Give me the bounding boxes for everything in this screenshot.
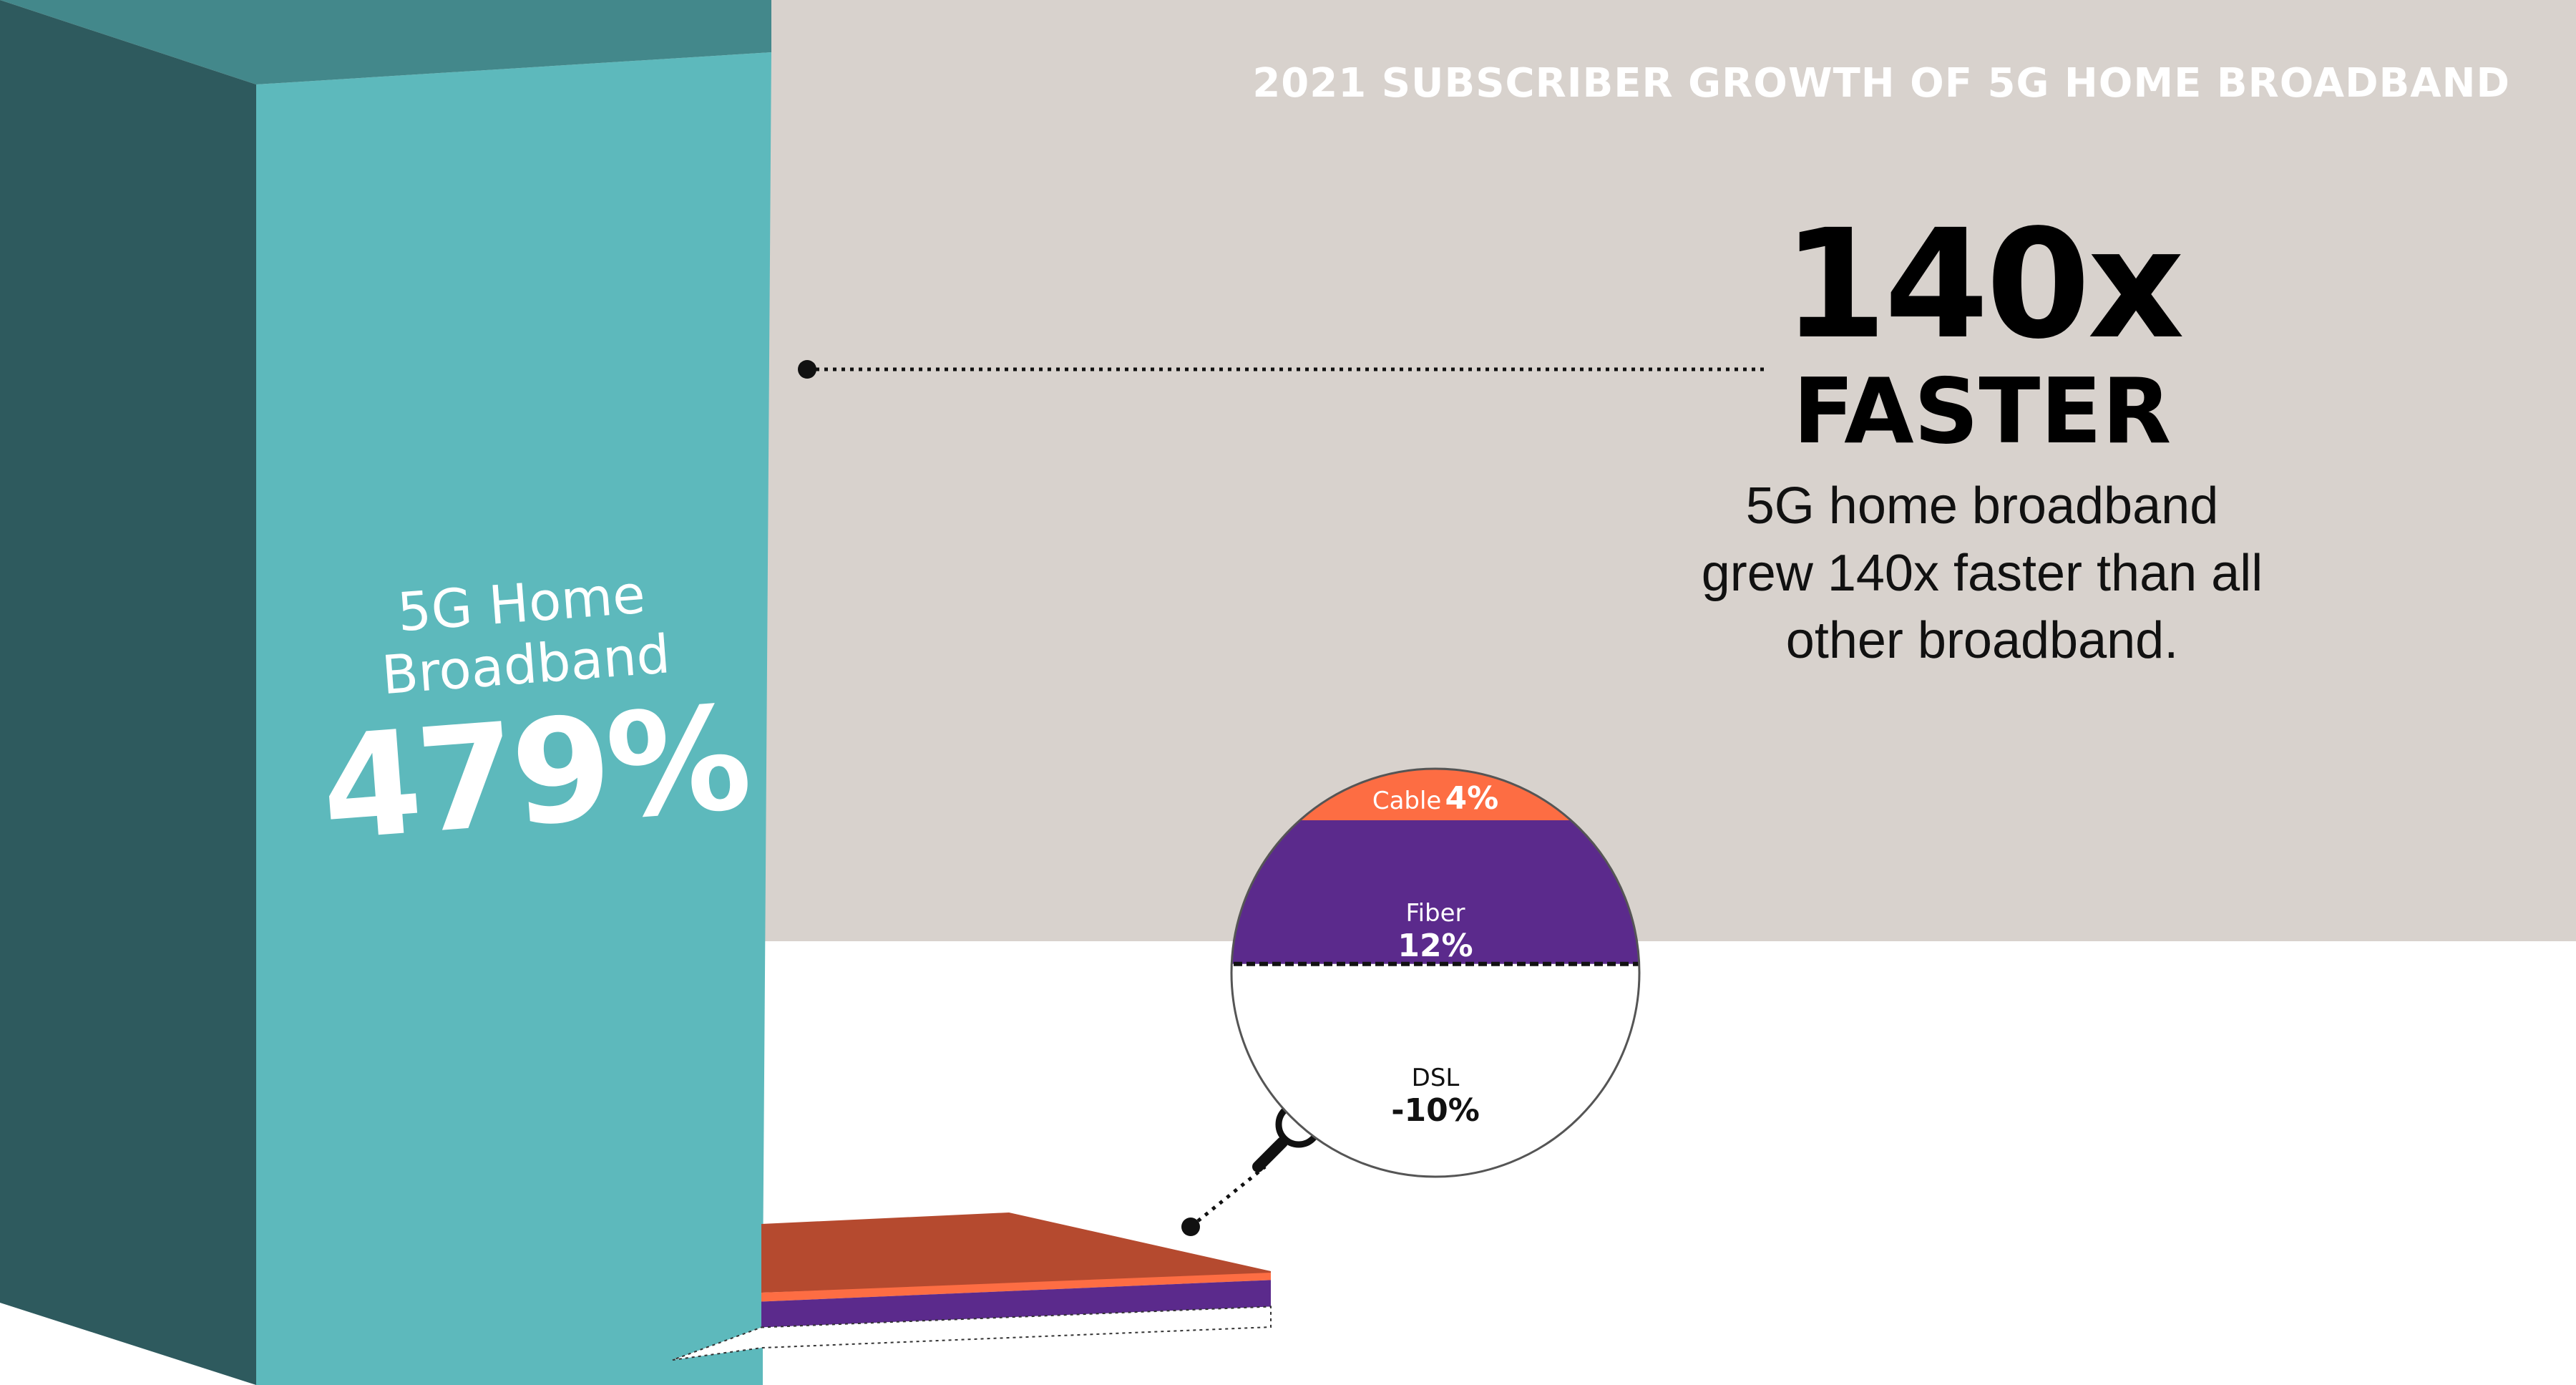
callout-dot — [798, 360, 816, 379]
other-broadband-bars — [672, 1213, 1272, 1361]
headline-description: 5G home broadband grew 140x faster than … — [1646, 472, 2318, 674]
bar-5g-side — [0, 0, 256, 1385]
dsl-label: DSL -10% — [1328, 1064, 1543, 1129]
cable-value: 4% — [1445, 780, 1499, 817]
cable-label: Cable 4% — [1328, 780, 1543, 817]
headline-value: 140x — [1782, 197, 2185, 372]
bar-dsl — [672, 1306, 1272, 1361]
zoom-circle-outline — [1230, 767, 1641, 1178]
bar-5g-value-label: 479% — [316, 674, 753, 873]
description-line-3: other broadband. — [1785, 612, 2179, 669]
bar-fiber — [761, 1280, 1271, 1328]
headline-label: FASTER — [1792, 359, 2172, 464]
zoom-leader-line — [1189, 1165, 1267, 1228]
bar-5g-top — [0, 0, 771, 84]
zoom-anchor-dot — [1181, 1218, 1200, 1236]
bar-5g-home-broadband — [0, 0, 771, 1385]
bar-cable — [761, 1273, 1271, 1302]
dsl-name: DSL — [1411, 1064, 1460, 1092]
cable-top-surface — [761, 1213, 1271, 1293]
description-line-1: 5G home broadband — [1745, 477, 2219, 535]
zoom-band-fiber — [1231, 820, 1639, 964]
chart-title: 2021 SUBSCRIBER GROWTH OF 5G HOME BROADB… — [1252, 60, 2510, 107]
fiber-label: Fiber 12% — [1328, 899, 1543, 964]
fiber-name: Fiber — [1405, 899, 1465, 928]
description-line-2: grew 140x faster than all — [1701, 545, 2263, 602]
bar-5g-label: 5G Home Broadband 479% — [291, 556, 769, 873]
cable-name: Cable — [1372, 787, 1442, 815]
fiber-value: 12% — [1397, 928, 1473, 964]
bar-5g-face — [256, 52, 771, 1385]
dsl-value: -10% — [1391, 1092, 1480, 1129]
